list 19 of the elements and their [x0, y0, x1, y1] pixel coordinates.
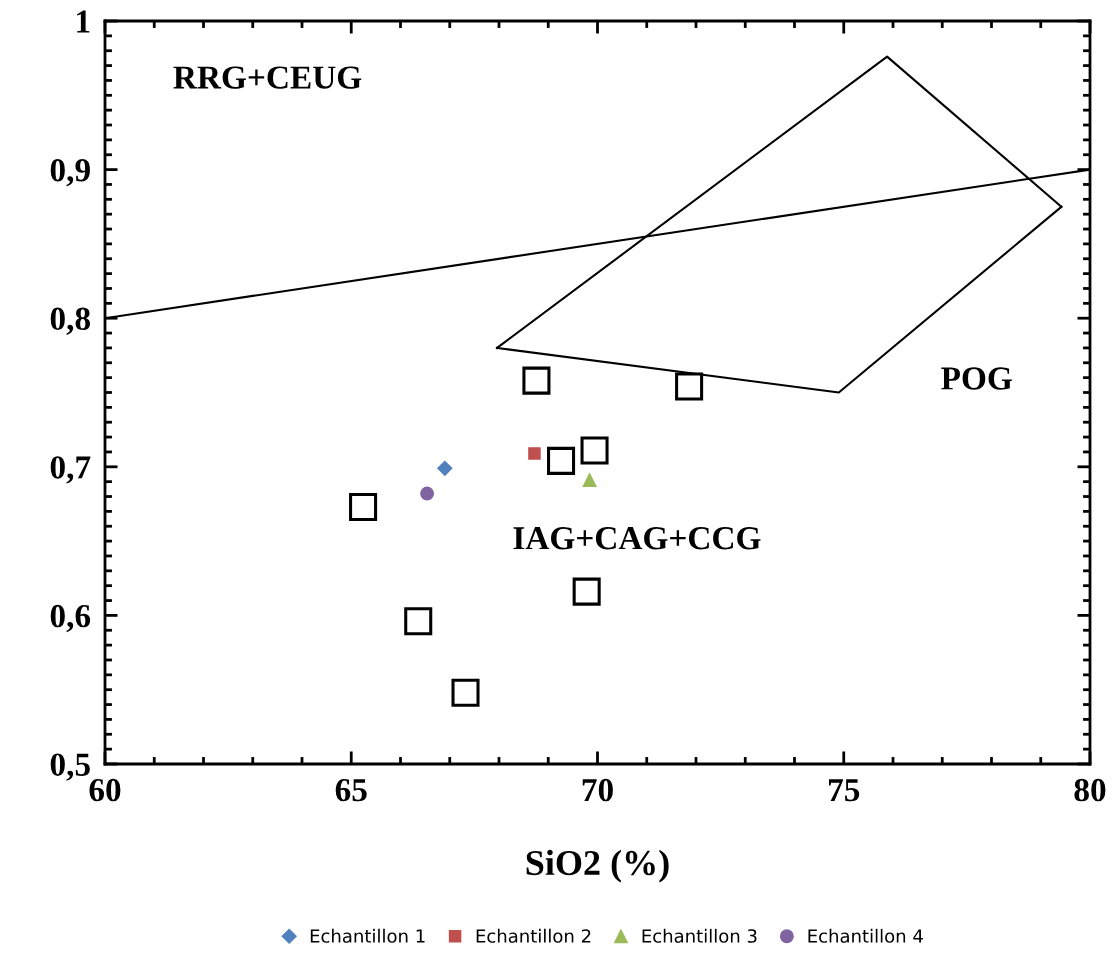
annotation: RRG+CEUG — [173, 66, 362, 89]
x-tick-label: 65 — [335, 778, 367, 802]
x-tick-label: 70 — [582, 778, 613, 802]
legend-label: Echantillon 4 — [808, 928, 923, 943]
x-tick-label: 60 — [89, 778, 121, 802]
y-tick-label: 0,5 — [50, 753, 90, 781]
y-tick-label: 0,7 — [50, 456, 91, 484]
annotation: IAG+CAG+CCG — [513, 527, 761, 550]
x-tick-label: 80 — [1074, 778, 1106, 802]
x-axis-title: SiO2 (%) — [526, 849, 669, 883]
y-tick-label: 1 — [77, 10, 90, 33]
y-tick-label: 0,9 — [50, 159, 90, 187]
y-tick-label: 0,6 — [50, 604, 91, 633]
legend-label: Echantillon 1 — [310, 928, 425, 943]
x-tick-label: 75 — [828, 779, 860, 802]
legend-label: Echantillon 3 — [642, 928, 757, 943]
annotation: POG — [941, 367, 1012, 390]
y-tick-label: 0,8 — [50, 307, 91, 335]
legend-label: Echantillon 2 — [476, 928, 591, 943]
